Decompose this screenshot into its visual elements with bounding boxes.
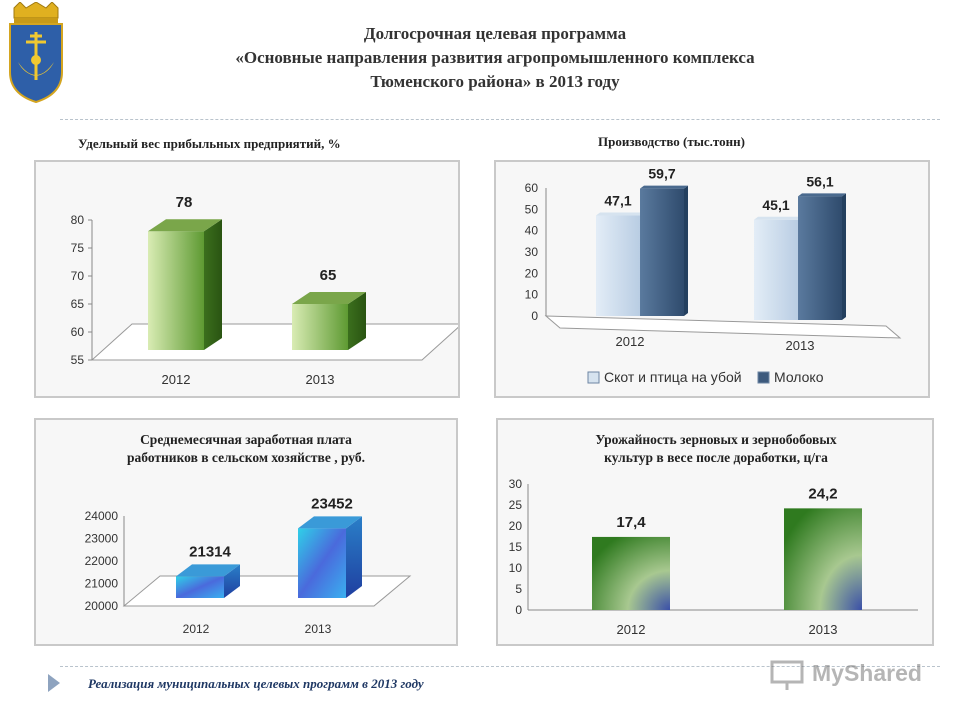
x-tick-label: 2013: [809, 622, 838, 637]
y-tick-label: 21000: [85, 577, 119, 591]
x-tick-label: 2012: [183, 622, 210, 636]
x-tick-label: 2012: [162, 372, 191, 387]
bar-top: [298, 516, 362, 529]
data-label: 24,2: [808, 485, 837, 502]
chart-profitable: 55 60 65 70 75 80 78 2012 65 2013: [71, 194, 458, 387]
chart-floor: [544, 315, 902, 339]
legend-swatch: [757, 371, 770, 384]
chart-title-line: Среднемесячная заработная плата: [140, 432, 352, 447]
data-label: 78: [176, 194, 193, 211]
y-tick-label: 25: [509, 498, 523, 512]
y-tick-label: 55: [71, 353, 85, 367]
y-tick-label: 30: [509, 477, 523, 491]
y-tick-label: 10: [509, 561, 523, 575]
x-tick-label: 2013: [786, 338, 815, 353]
bar-side: [348, 292, 366, 350]
y-tick-label: 40: [525, 224, 539, 238]
page-title-line-2: «Основные направления развития агропромы…: [235, 48, 755, 67]
y-tick-label: 24000: [85, 509, 119, 523]
data-label: 56,1: [806, 173, 833, 189]
y-tick-label: 60: [525, 181, 539, 195]
footer-text: Реализация муниципальных целевых програм…: [88, 676, 424, 691]
y-tick-label: 0: [515, 603, 522, 617]
footer-arrow-icon: [48, 674, 60, 692]
chart-panel-salary: Среднемесячная заработная плата работнико…: [34, 418, 458, 646]
chart-yield: Урожайность зерновых и зернобобовых культ…: [509, 432, 918, 637]
x-tick-label: 2012: [616, 334, 645, 349]
y-tick-label: 20: [509, 519, 523, 533]
bar-livestock-top: [754, 216, 802, 220]
bar-livestock: [754, 219, 798, 320]
data-label: 47,1: [604, 193, 631, 209]
chart-title-line: Урожайность зерновых и зернобобовых: [595, 432, 837, 447]
bar-side: [204, 219, 222, 350]
coat-of-arms-icon: [9, 2, 63, 104]
bar-milk-top: [798, 193, 846, 197]
y-tick-label: 0: [531, 309, 538, 323]
chart-title-profitable: Удельный вес прибыльных предприятий, %: [78, 136, 341, 151]
y-tick-label: 22000: [85, 554, 119, 568]
chart-floor: [90, 323, 458, 361]
page-title-line-3: Тюменского района» в 2013 году: [370, 72, 620, 91]
page-title-line-1: Долгосрочная целевая программа: [363, 24, 627, 43]
chart-title-line: работников в сельском хозяйстве , руб.: [127, 450, 365, 465]
y-tick-label: 80: [71, 213, 85, 227]
bar: [176, 576, 224, 598]
legend-label: Молоко: [774, 369, 824, 385]
bar-top: [292, 292, 366, 304]
bar-livestock: [596, 215, 640, 316]
bar-side: [224, 564, 240, 598]
chart-title-production: Производство (тыс.тонн): [598, 134, 745, 149]
bar: [592, 536, 670, 610]
bar: [784, 508, 862, 610]
y-tick-label: 5: [515, 582, 522, 596]
y-tick-label: 20: [525, 266, 539, 280]
y-tick-label: 70: [71, 269, 85, 283]
chart-production: 0 10 20 30 40 50 60 47,1 45,1 59,7 56,1 2012 2013 Ско…: [525, 166, 902, 385]
y-tick-label: 15: [509, 540, 523, 554]
chart-panel-yield: Урожайность зерновых и зернобобовых культ…: [496, 418, 934, 646]
y-tick-label: 23000: [85, 532, 119, 546]
watermark-text: MyShared: [812, 660, 922, 686]
bar: [148, 231, 204, 350]
x-tick-label: 2013: [306, 372, 335, 387]
y-tick-label: 10: [525, 288, 539, 302]
bar-top: [176, 564, 240, 577]
bar-milk-side: [842, 193, 846, 320]
data-label: 17,4: [616, 514, 646, 531]
bar: [298, 528, 346, 598]
y-tick-label: 75: [71, 241, 85, 255]
y-tick-label: 65: [71, 297, 85, 311]
x-tick-label: 2012: [617, 622, 646, 637]
header-divider: [60, 119, 940, 120]
data-label: 65: [320, 267, 337, 284]
y-tick-label: 50: [525, 202, 539, 216]
legend-swatch: [587, 371, 600, 384]
bar-side: [346, 516, 362, 598]
x-tick-label: 2013: [305, 622, 332, 636]
data-label: 45,1: [762, 197, 789, 213]
chart-title-line: культур в весе после доработки, ц/га: [604, 450, 828, 465]
bar-milk: [798, 196, 842, 320]
bar-livestock-top: [596, 212, 644, 216]
chart-floor: [122, 575, 412, 607]
presentation-icon: [770, 660, 804, 690]
legend-label: Скот и птица на убой: [604, 369, 742, 385]
bar-milk-side: [684, 185, 688, 316]
chart-panel-production: 0 10 20 30 40 50 60 47,1 45,1 59,7 56,1 2012 2013 Ско…: [494, 160, 930, 398]
bar: [292, 304, 348, 350]
bar-milk-top: [640, 185, 688, 189]
chart-panel-profitable: 55 60 65 70 75 80 78 2012 65 2013: [34, 160, 460, 398]
chart-salary: Среднемесячная заработная плата работнико…: [85, 432, 412, 636]
bar-milk: [640, 188, 684, 316]
data-label: 21314: [189, 543, 231, 560]
data-label: 23452: [311, 495, 353, 512]
footer-divider: [60, 666, 940, 667]
y-tick-label: 60: [71, 325, 85, 339]
y-tick-label: 20000: [85, 599, 119, 613]
y-tick-label: 30: [525, 245, 539, 259]
bar-top: [148, 219, 222, 232]
data-label: 59,7: [648, 166, 675, 182]
watermark: MyShared: [768, 658, 928, 692]
